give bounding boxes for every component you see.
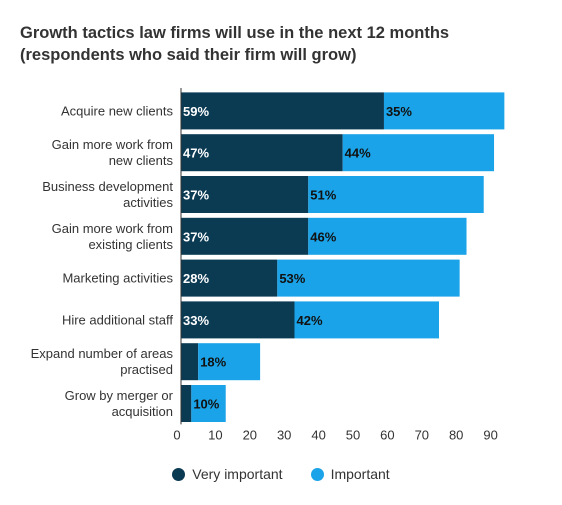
- legend-label-important: Important: [330, 466, 390, 482]
- data-label: 42%: [297, 313, 323, 328]
- data-label: 46%: [310, 229, 336, 244]
- data-label: 44%: [345, 146, 371, 161]
- x-tick-label: 90: [483, 427, 497, 442]
- bar-very-important: [181, 134, 343, 172]
- bar-important: [294, 301, 439, 339]
- bar-very-important: [181, 92, 384, 130]
- x-tick-label: 10: [208, 427, 222, 442]
- category-label: Expand number of areas practised: [31, 346, 174, 377]
- bar-important: [198, 343, 261, 381]
- chart-subtitle: (respondents who said their firm will gr…: [20, 46, 357, 64]
- bar-very-important: [181, 385, 192, 422]
- x-tick-label: 60: [380, 427, 394, 442]
- x-tick-label: 30: [277, 427, 291, 442]
- data-label: 35%: [386, 104, 412, 119]
- category-label: Business development activities: [42, 179, 173, 210]
- chart-title-block: Growth tactics law firms will use in the…: [20, 22, 550, 66]
- category-label: Gain more work from existing clients: [52, 221, 174, 252]
- data-label: 53%: [279, 271, 305, 286]
- x-tick-label: 50: [346, 427, 360, 442]
- bar-very-important: [181, 259, 278, 297]
- x-tick-label: 80: [449, 427, 463, 442]
- category-label: Marketing activities: [62, 271, 173, 286]
- data-label: 59%: [183, 104, 209, 119]
- legend-label-very-important: Very important: [192, 466, 283, 482]
- category-label: Acquire new clients: [61, 103, 173, 118]
- legend-swatch-very-important: [172, 467, 186, 481]
- data-label: 33%: [183, 313, 209, 328]
- category-label: Grow by merger or acquisition: [65, 388, 174, 419]
- data-label: 10%: [193, 397, 219, 412]
- data-label: 37%: [183, 229, 209, 244]
- legend-item-very-important[interactable]: Very important: [172, 466, 283, 482]
- category-label: Hire additional staff: [62, 312, 173, 327]
- bar-important: [308, 176, 484, 213]
- legend-swatch-important: [310, 467, 324, 481]
- data-label: 51%: [310, 188, 336, 203]
- data-label: 47%: [183, 146, 209, 161]
- bar-very-important: [181, 343, 199, 381]
- data-label: 37%: [183, 188, 209, 203]
- bar-important: [308, 217, 467, 255]
- bar-important: [383, 92, 505, 130]
- data-label: 18%: [200, 355, 226, 370]
- x-tick-label: 20: [243, 427, 257, 442]
- bar-important: [342, 134, 495, 172]
- bar-important: [191, 385, 226, 422]
- legend-item-important[interactable]: Important: [310, 466, 390, 482]
- bar-very-important: [181, 301, 295, 339]
- legend: Very important Important: [0, 466, 562, 482]
- category-label: Gain more work from new clients: [52, 137, 174, 168]
- bar-very-important: [181, 176, 309, 213]
- chart-title: Growth tactics law firms will use in the…: [20, 24, 450, 42]
- x-tick-label: 70: [415, 427, 429, 442]
- bar-very-important: [181, 217, 309, 255]
- bar-important: [277, 259, 460, 297]
- data-label: 28%: [183, 271, 209, 286]
- x-tick-label: 40: [311, 427, 325, 442]
- x-tick-label: 0: [173, 427, 180, 442]
